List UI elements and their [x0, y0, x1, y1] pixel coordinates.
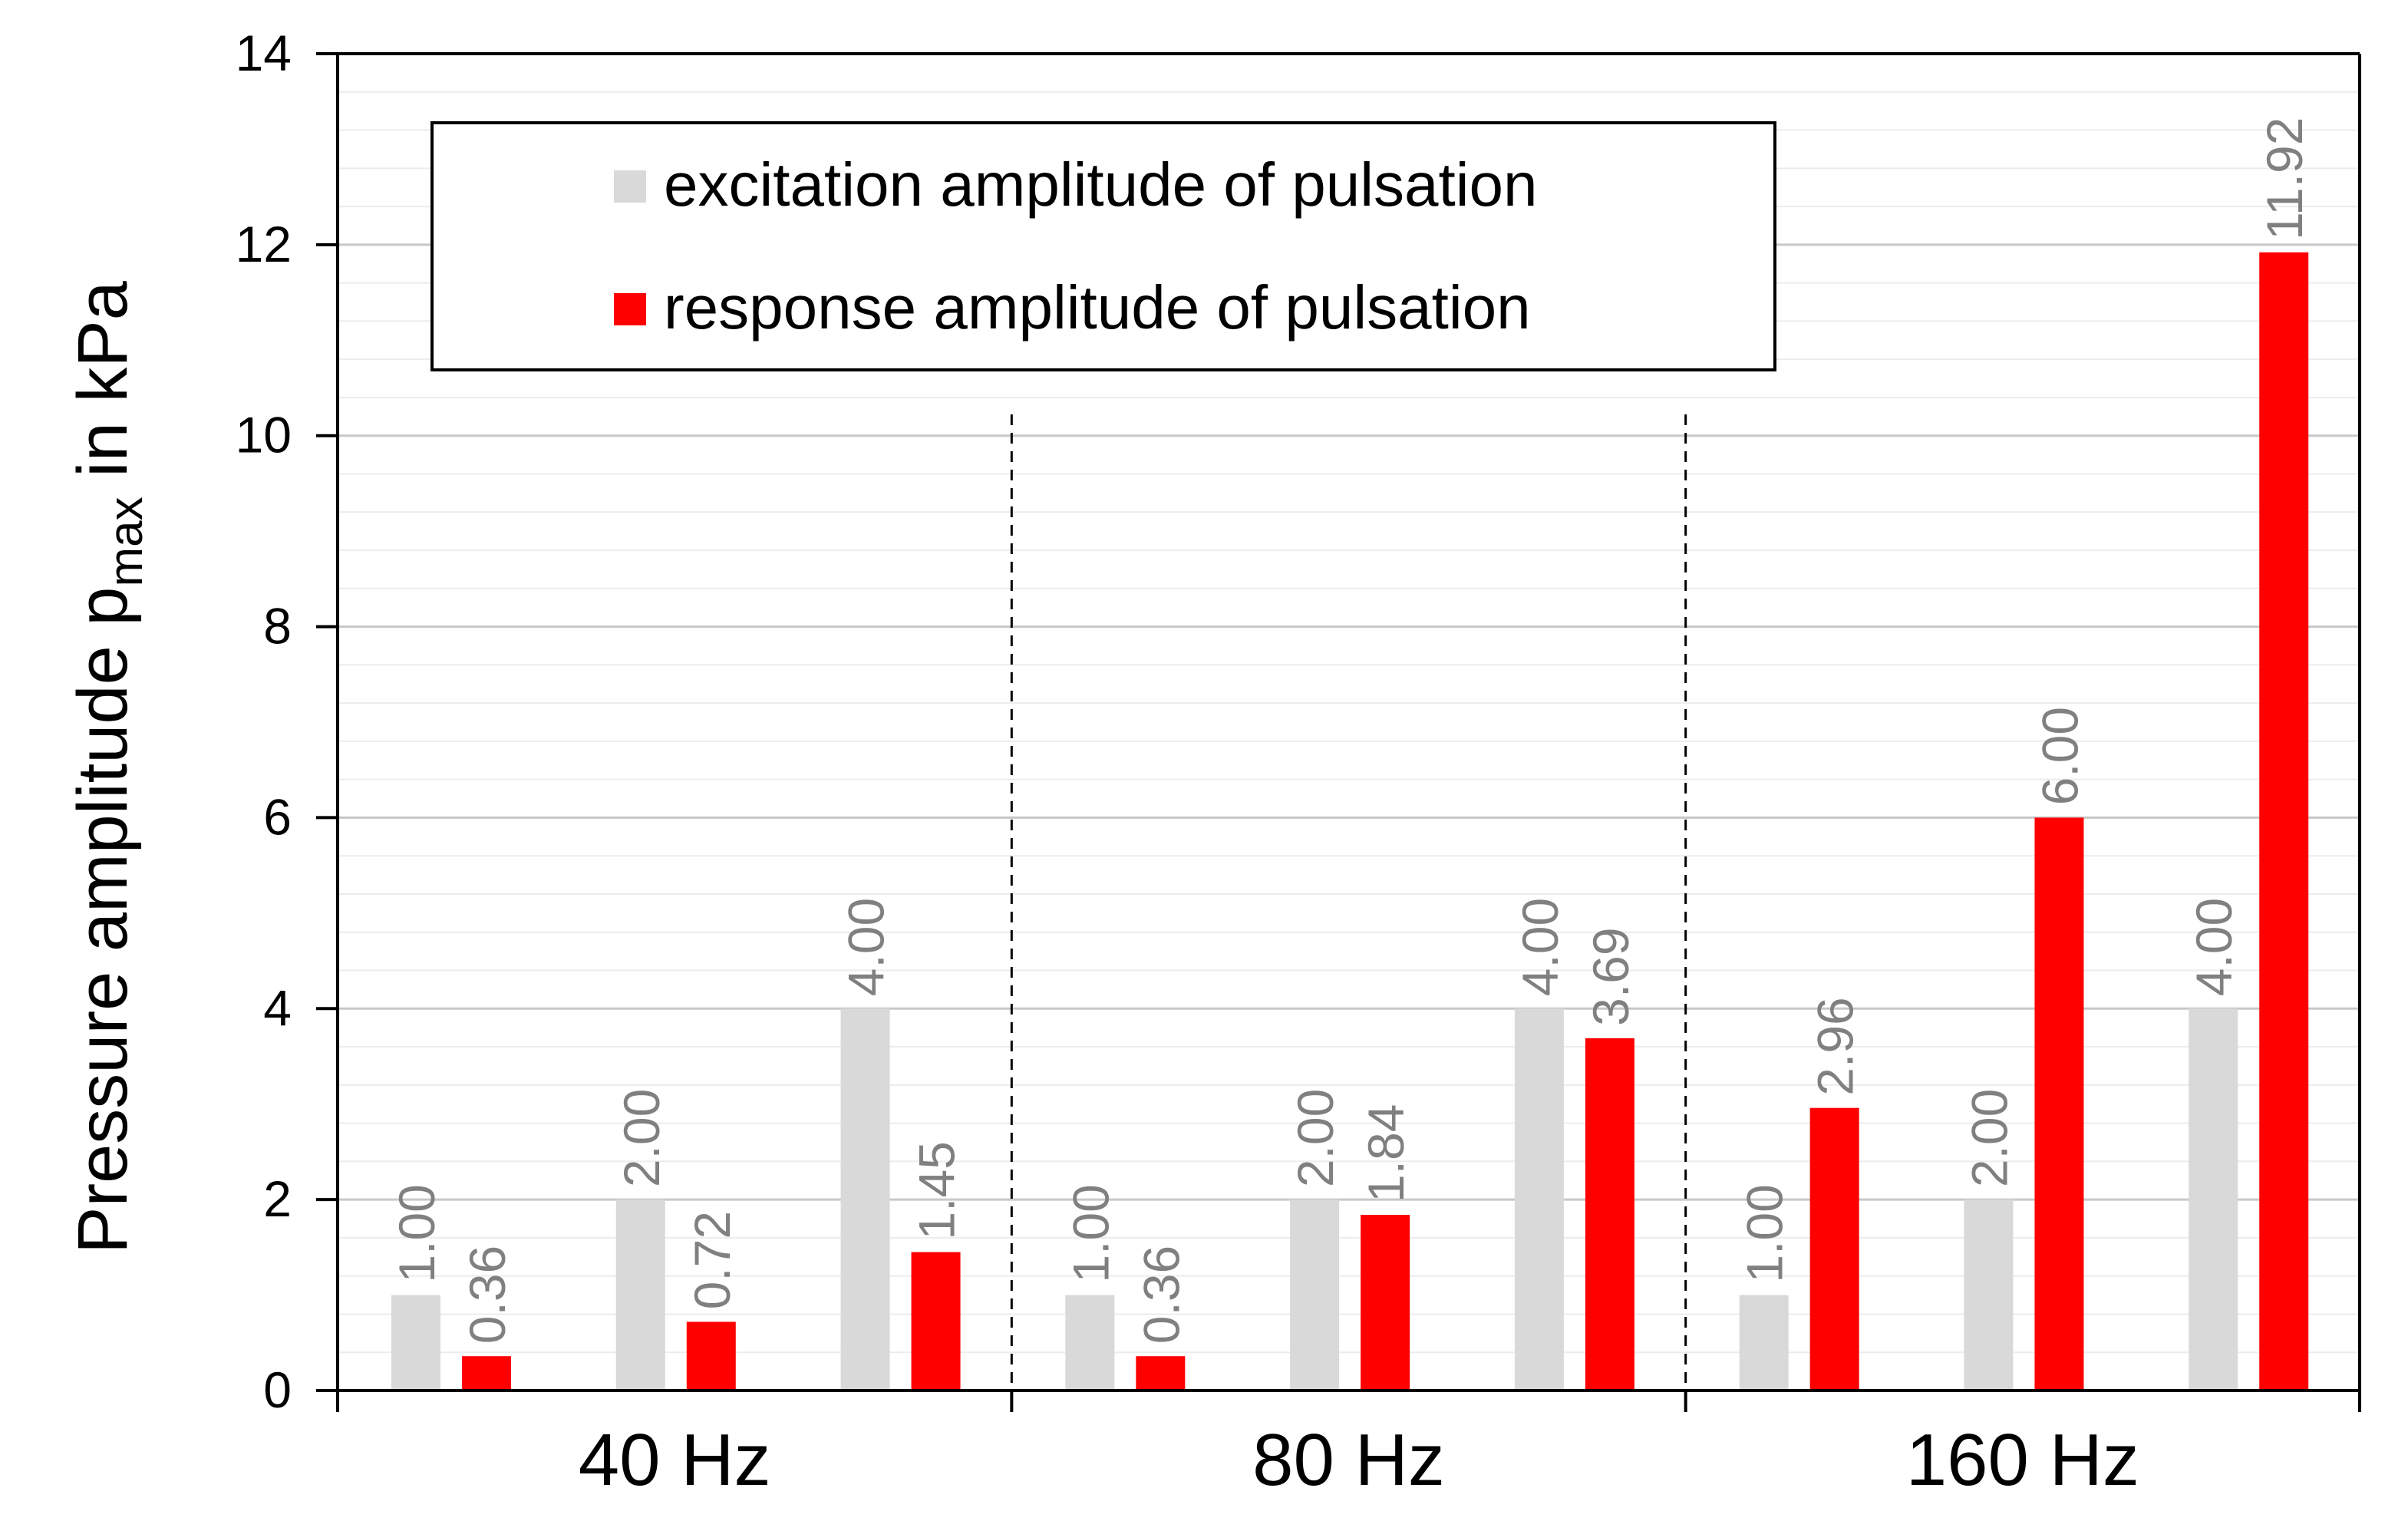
excitation-bar — [2189, 1008, 2238, 1391]
y-tick-label: 6 — [263, 788, 292, 845]
response-data-label: 3.69 — [1582, 927, 1639, 1025]
response-bar — [911, 1252, 961, 1391]
legend-swatch-excitation — [614, 170, 646, 203]
y-axis-label-prefix: Pressure amplitude p — [64, 587, 142, 1254]
response-data-label: 0.72 — [684, 1211, 741, 1309]
excitation-data-label: 1.00 — [1062, 1184, 1119, 1282]
group-separators — [1010, 414, 1687, 1391]
response-data-label: 2.96 — [1807, 997, 1864, 1095]
response-data-label: 1.84 — [1357, 1104, 1414, 1203]
svg-text:Pressure amplitude pmax in kPa: Pressure amplitude pmax in kPa — [64, 280, 153, 1254]
y-tick-label: 2 — [263, 1170, 292, 1227]
excitation-data-label: 1.00 — [1737, 1184, 1793, 1282]
excitation-data-label: 4.00 — [838, 898, 895, 996]
y-tick-labels: 0 2 4 6 8 10 12 14 — [236, 25, 292, 1418]
y-tick-label: 8 — [263, 598, 292, 655]
legend: excitation amplitude of pulsation respon… — [430, 121, 1776, 371]
response-data-label: 0.36 — [1133, 1246, 1189, 1344]
y-tick-label: 10 — [236, 407, 292, 464]
response-data-label: 11.92 — [2256, 117, 2313, 240]
x-category-label: 160 Hz — [1906, 1419, 2139, 1501]
y-axis-label-subscript: max — [100, 497, 153, 586]
legend-label-excitation: excitation amplitude of pulsation — [664, 150, 1537, 219]
axes — [316, 52, 2361, 1412]
excitation-data-label: 2.00 — [1961, 1089, 2017, 1187]
response-bar — [1136, 1356, 1186, 1391]
x-category-label: 80 Hz — [1252, 1419, 1445, 1501]
response-bar — [1809, 1107, 1859, 1391]
response-data-label: 6.00 — [2031, 707, 2088, 805]
response-data-label: 0.36 — [459, 1246, 516, 1344]
excitation-data-label: 4.00 — [2185, 898, 2242, 996]
y-tick-label: 14 — [236, 25, 292, 81]
y-tick-label: 4 — [263, 979, 292, 1036]
response-bar — [2259, 252, 2309, 1391]
response-bar — [462, 1356, 511, 1391]
excitation-bar — [1964, 1199, 2014, 1391]
legend-swatch-response — [614, 293, 646, 325]
excitation-data-label: 4.00 — [1512, 898, 1568, 996]
excitation-data-label: 2.00 — [613, 1089, 670, 1187]
y-tick-label: 0 — [263, 1361, 292, 1418]
x-category-label: 40 Hz — [579, 1419, 771, 1501]
excitation-bar — [1065, 1295, 1115, 1391]
x-category-labels: 40 Hz 80 Hz 160 Hz — [579, 1419, 2139, 1501]
y-tick-label: 12 — [236, 216, 292, 272]
excitation-bar — [840, 1008, 890, 1391]
bars — [391, 252, 2309, 1391]
excitation-bar — [391, 1295, 440, 1391]
excitation-data-label: 2.00 — [1287, 1089, 1344, 1187]
legend-label-response: response amplitude of pulsation — [664, 273, 1531, 342]
excitation-bar — [615, 1199, 665, 1391]
response-bar — [1361, 1215, 1410, 1391]
excitation-bar — [1290, 1199, 1340, 1391]
response-bar — [2034, 817, 2084, 1391]
y-axis-label-suffix: in kPa — [64, 280, 142, 497]
excitation-bar — [1514, 1008, 1564, 1391]
response-bar — [1585, 1038, 1634, 1391]
excitation-data-label: 1.00 — [388, 1184, 445, 1282]
response-bar — [686, 1321, 736, 1391]
excitation-bar — [1739, 1295, 1789, 1391]
data-labels: 1.000.362.000.724.001.45 1.000.362.00 1.84… — [388, 117, 2313, 1345]
y-axis-label: Pressure amplitude pmax in kPa — [64, 280, 153, 1254]
legend-box — [430, 121, 1776, 371]
response-data-label: 1.45 — [909, 1141, 965, 1239]
